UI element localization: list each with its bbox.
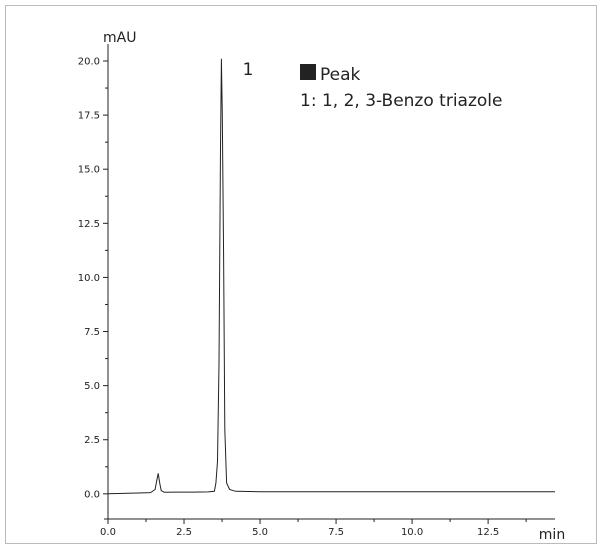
y-tick-label: 17.5 bbox=[78, 111, 100, 122]
x-tick-label: 0.0 bbox=[100, 527, 116, 538]
legend-entry: 1: 1, 2, 3-Benzo triazole bbox=[300, 91, 502, 111]
y-tick-label: 5.0 bbox=[84, 381, 100, 392]
legend-title: Peak bbox=[320, 65, 361, 85]
x-tick-label: 12.5 bbox=[477, 527, 499, 538]
y-tick-label: 10.0 bbox=[78, 273, 100, 284]
x-tick-label: 7.5 bbox=[328, 527, 344, 538]
x-tick-label: 2.5 bbox=[176, 527, 192, 538]
y-axis-unit-label: mAU bbox=[103, 30, 136, 46]
axes bbox=[104, 44, 555, 520]
chromatogram-trace bbox=[107, 58, 555, 495]
y-tick-label: 15.0 bbox=[78, 165, 100, 176]
y-tick-label: 7.5 bbox=[84, 327, 100, 338]
y-tick-label: 2.5 bbox=[84, 435, 100, 446]
x-tick-label: 10.0 bbox=[401, 527, 423, 538]
peak-labels: 1 bbox=[243, 60, 254, 80]
outer-border bbox=[5, 5, 597, 544]
series-group bbox=[107, 58, 555, 495]
x-tick-label: 5.0 bbox=[252, 527, 268, 538]
y-tick-label: 0.0 bbox=[84, 489, 100, 500]
x-axis-unit-label: min bbox=[539, 527, 565, 543]
legend-marker bbox=[300, 64, 316, 80]
legend: Peak 1: 1, 2, 3-Benzo triazole bbox=[300, 64, 502, 111]
peak-label: 1 bbox=[243, 60, 254, 80]
ticks: 0.02.55.07.510.012.515.017.520.00.0 2.5 5.… bbox=[78, 56, 527, 538]
y-tick-label: 20.0 bbox=[78, 56, 100, 67]
y-tick-label: 12.5 bbox=[78, 219, 100, 230]
